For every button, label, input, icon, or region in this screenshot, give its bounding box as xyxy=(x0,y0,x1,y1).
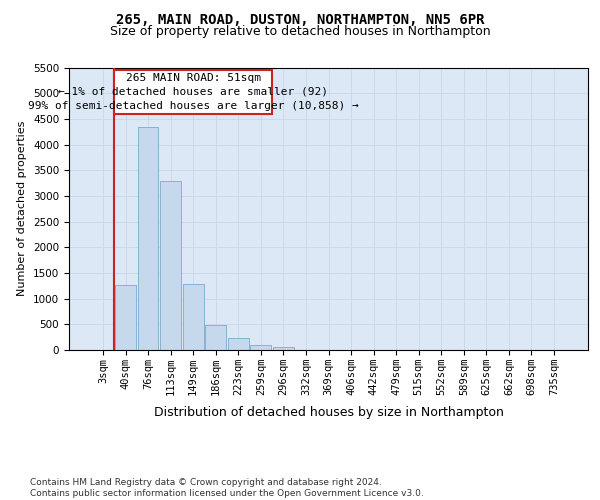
Bar xyxy=(228,338,248,350)
Bar xyxy=(250,345,271,350)
Bar xyxy=(115,285,136,350)
Text: 265, MAIN ROAD, DUSTON, NORTHAMPTON, NN5 6PR: 265, MAIN ROAD, DUSTON, NORTHAMPTON, NN5… xyxy=(116,12,484,26)
Bar xyxy=(183,284,203,350)
Bar xyxy=(205,326,226,350)
Y-axis label: Number of detached properties: Number of detached properties xyxy=(17,121,28,296)
Text: Distribution of detached houses by size in Northampton: Distribution of detached houses by size … xyxy=(154,406,503,419)
Bar xyxy=(160,180,181,350)
Text: Size of property relative to detached houses in Northampton: Size of property relative to detached ho… xyxy=(110,25,490,38)
Bar xyxy=(137,126,158,350)
Text: 265 MAIN ROAD: 51sqm
← 1% of detached houses are smaller (92)
99% of semi-detach: 265 MAIN ROAD: 51sqm ← 1% of detached ho… xyxy=(28,73,359,111)
Bar xyxy=(273,346,294,350)
Text: Contains HM Land Registry data © Crown copyright and database right 2024.
Contai: Contains HM Land Registry data © Crown c… xyxy=(30,478,424,498)
Bar xyxy=(114,70,272,114)
